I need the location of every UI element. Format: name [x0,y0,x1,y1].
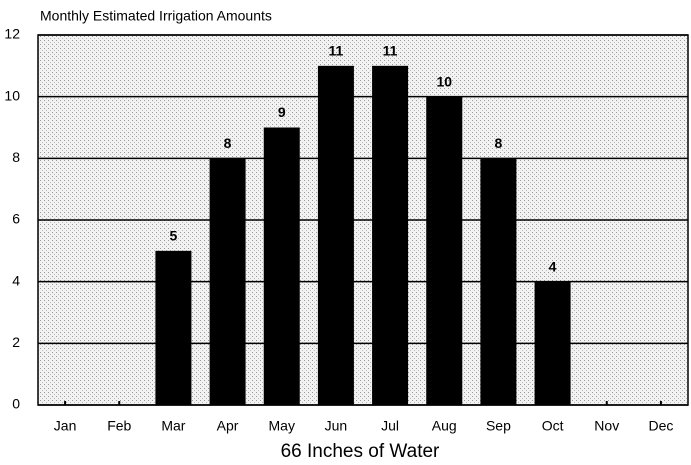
chart-title: Monthly Estimated Irrigation Amounts [40,8,272,24]
bar [317,65,354,405]
x-axis-label: 66 Inches of Water [281,441,440,462]
y-tick-label: 0 [12,396,20,412]
bar [209,158,246,405]
bar [480,158,517,405]
value-label: 4 [549,258,557,274]
value-label: 11 [383,43,398,59]
bar [534,281,571,405]
value-label: 9 [278,104,286,120]
y-tick-label: 2 [12,334,20,350]
value-label: 8 [495,135,503,151]
bar [263,127,300,405]
x-tick-label: Sep [486,418,511,434]
y-tick-label: 6 [12,211,20,227]
y-tick-label: 4 [12,272,20,288]
value-label: 10 [436,73,452,89]
value-label: 8 [224,135,232,151]
y-tick-label: 10 [4,87,20,103]
y-tick-label: 12 [4,26,20,42]
x-tick-label: Apr [217,418,239,434]
x-tick-label: Feb [107,418,131,434]
bar [372,65,409,405]
bar [426,96,463,406]
x-tick-label: May [269,418,295,434]
x-tick-label: Jan [54,418,77,434]
x-tick-label: Dec [648,418,673,434]
x-tick-label: Mar [161,418,185,434]
y-tick-label: 8 [12,149,20,165]
x-tick-label: Aug [432,418,457,434]
bar [155,250,192,405]
x-tick-label: Oct [542,418,564,434]
x-tick-label: Nov [594,418,619,434]
value-label: 11 [329,43,344,59]
x-tick-label: Jun [325,418,348,434]
value-label: 5 [170,228,178,244]
x-tick-label: Jul [381,418,399,434]
